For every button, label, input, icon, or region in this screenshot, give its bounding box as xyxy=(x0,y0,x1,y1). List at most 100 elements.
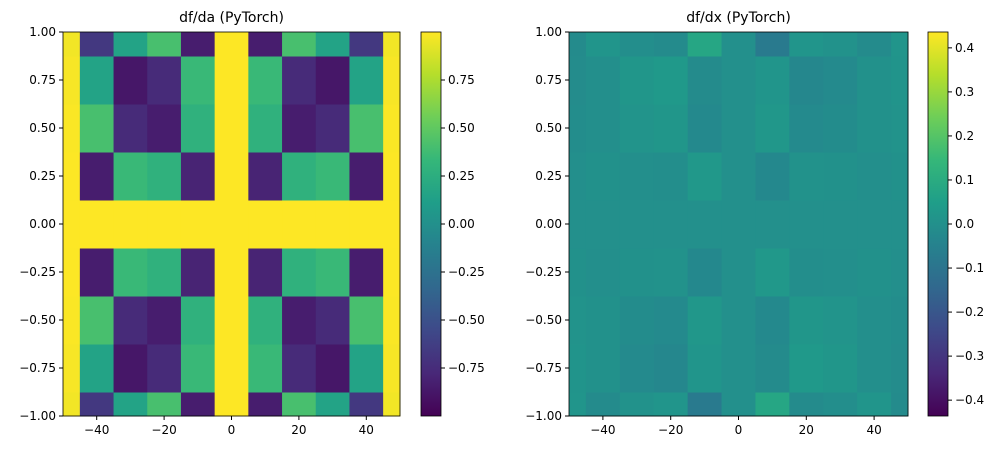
heatmap-cell xyxy=(653,344,689,393)
heatmap-cell xyxy=(248,296,283,345)
heatmap-cell xyxy=(789,392,824,417)
heatmap-cell xyxy=(823,344,858,393)
heatmap-cell xyxy=(789,200,824,249)
heatmap-cell xyxy=(63,296,81,345)
heatmap-cell xyxy=(349,200,384,249)
heatmap-cell xyxy=(79,392,115,417)
heatmap-cell xyxy=(349,104,384,153)
heatmap-cell xyxy=(585,248,621,297)
heatmap-cell xyxy=(569,152,587,201)
heatmap-cell xyxy=(282,104,317,153)
heatmap-cell xyxy=(113,104,148,153)
heatmap-cell xyxy=(214,344,249,393)
colorbar-tick-label: −0.25 xyxy=(448,265,485,279)
heatmap-cell xyxy=(721,104,756,153)
heatmap-cell xyxy=(113,32,148,57)
heatmap-cell xyxy=(63,56,81,105)
colorbar-tick-label: 0.3 xyxy=(955,85,974,99)
heatmap-cell xyxy=(147,248,182,297)
heatmap-cell xyxy=(63,104,81,153)
heatmap-cell xyxy=(63,200,81,249)
heatmap-cell xyxy=(721,200,756,249)
y-tick-label: 1.00 xyxy=(29,25,56,39)
heatmap-cell xyxy=(653,32,689,57)
x-tick-label: 20 xyxy=(291,423,306,437)
y-tick-label: −1.00 xyxy=(19,409,56,423)
x-tick-label: 20 xyxy=(799,423,814,437)
heatmap-cell xyxy=(147,392,182,417)
heatmap-cell xyxy=(248,32,283,57)
heatmap-cell xyxy=(857,248,892,297)
y-tick-label: −0.50 xyxy=(19,313,56,327)
heatmap-cell xyxy=(214,104,249,153)
heatmap-cell xyxy=(569,248,587,297)
heatmap-cell xyxy=(721,392,756,417)
heatmap-cell xyxy=(180,248,216,297)
heatmap-cell xyxy=(891,56,909,105)
heatmap-cell xyxy=(619,392,655,417)
heatmap-cell xyxy=(653,200,689,249)
heatmap-cell xyxy=(857,152,892,201)
heatmap-cell xyxy=(823,200,858,249)
heatmap-cell xyxy=(619,104,655,153)
heatmap-cell xyxy=(687,344,723,393)
heatmap-cell xyxy=(315,296,350,345)
heatmap-cell xyxy=(755,296,790,345)
heatmap-cell xyxy=(569,392,587,417)
heatmap-cell xyxy=(619,200,655,249)
colorbar-tick-label: 0.4 xyxy=(955,41,974,55)
heatmap-cell xyxy=(653,152,689,201)
heatmap-cell xyxy=(585,392,621,417)
heatmap-cell xyxy=(755,344,790,393)
heatmap-cell xyxy=(857,344,892,393)
y-tick-label: 0.75 xyxy=(535,73,562,87)
heatmap-cell xyxy=(383,152,401,201)
heatmap-cell xyxy=(113,248,148,297)
heatmap-cell xyxy=(383,56,401,105)
x-tick-label: −40 xyxy=(590,423,615,437)
heatmap-cell xyxy=(113,344,148,393)
heatmap-cell xyxy=(180,344,216,393)
heatmap-cell xyxy=(721,296,756,345)
heatmap-cell xyxy=(823,32,858,57)
colorbar-tick-label: −0.50 xyxy=(448,313,485,327)
heatmap-cell xyxy=(857,200,892,249)
heatmap-cell xyxy=(653,56,689,105)
heatmap-cell xyxy=(755,200,790,249)
heatmap-cell xyxy=(789,104,824,153)
heatmap-cell xyxy=(214,56,249,105)
heatmap-cell xyxy=(619,56,655,105)
heatmap-cell xyxy=(147,56,182,105)
heatmap-cell xyxy=(349,56,384,105)
heatmap-cell xyxy=(282,296,317,345)
heatmap-cell xyxy=(282,248,317,297)
heatmap-cell xyxy=(282,344,317,393)
heatmap-cell xyxy=(619,248,655,297)
colorbar-tick-label: 0.0 xyxy=(955,217,974,231)
heatmap-cell xyxy=(315,248,350,297)
heatmap-cell xyxy=(857,296,892,345)
heatmap-cell xyxy=(619,296,655,345)
heatmap-cell xyxy=(147,296,182,345)
y-tick-label: 0.75 xyxy=(29,73,56,87)
heatmap xyxy=(63,32,401,417)
heatmap-cell xyxy=(653,296,689,345)
heatmap-cell xyxy=(653,392,689,417)
y-tick-label: 0.00 xyxy=(29,217,56,231)
colorbar xyxy=(420,31,442,417)
heatmap-cell xyxy=(383,296,401,345)
heatmap-cell xyxy=(180,32,216,57)
heatmap-cell xyxy=(180,56,216,105)
heatmap-cell xyxy=(315,56,350,105)
heatmap-cell xyxy=(79,200,115,249)
colorbar-tick-label: −0.75 xyxy=(448,361,485,375)
heatmap-cell xyxy=(383,32,401,57)
heatmap-cell xyxy=(248,200,283,249)
heatmap-cell xyxy=(891,200,909,249)
heatmap-cell xyxy=(180,152,216,201)
heatmap-cell xyxy=(79,32,115,57)
heatmap-cell xyxy=(823,248,858,297)
heatmap-cell xyxy=(891,248,909,297)
heatmap-cell xyxy=(63,152,81,201)
heatmap-cell xyxy=(569,200,587,249)
